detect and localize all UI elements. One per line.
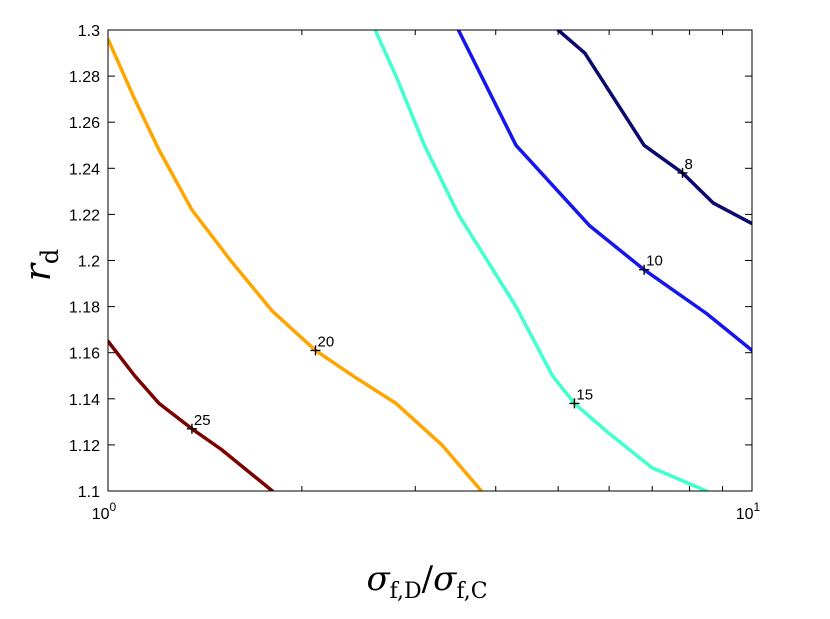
contour-marker-8: [677, 167, 688, 178]
series-line-25: [108, 339, 275, 491]
y-axis-label-sub: d: [36, 249, 64, 264]
svg-text:σf,D/σf,C: σf,D/σf,C: [366, 559, 487, 604]
series-line-10: [456, 30, 752, 353]
contour-label-25: 25: [194, 412, 211, 429]
y-tick-label: 1.3: [78, 23, 100, 40]
contour-marker-25: [186, 423, 197, 434]
contour-label-8: 8: [685, 156, 693, 173]
contour-label-15: 15: [576, 386, 593, 403]
y-tick-label: 1.12: [69, 438, 100, 455]
contour-label-20: 20: [318, 333, 335, 350]
series-line-20: [108, 37, 484, 491]
y-tick-label: 1.24: [69, 161, 100, 178]
contour-marker-10: [639, 264, 650, 275]
x-tick-label: 100: [92, 500, 117, 523]
svg-text:rd: rd: [18, 249, 64, 282]
y-tick-label: 1.1: [78, 484, 100, 501]
y-tick-label: 1.28: [69, 69, 100, 86]
x-axis-label: σf,D/σf,C: [366, 559, 487, 604]
contour-marker-20: [310, 345, 321, 356]
x-axis-label-main2: σ: [433, 559, 457, 599]
x-axis-label-slash: /: [422, 559, 434, 599]
x-axis-label-sub2: f,C: [456, 579, 487, 604]
y-tick-label: 1.26: [69, 115, 100, 132]
x-axis-label-main1: σ: [366, 559, 390, 599]
y-axis-label: rd: [18, 249, 64, 282]
plot-area: 1.1 1.12 1.14 1.16 1.18 1.2 1.22 1.24 1.26 1.28 1.…: [69, 23, 761, 523]
y-tick-label: 1.14: [69, 392, 100, 409]
y-axis-label-main: r: [18, 262, 59, 281]
y-tick-label: 1.2: [78, 254, 100, 271]
contour-label-10: 10: [646, 253, 663, 270]
y-tick-label: 1.16: [69, 346, 100, 363]
series-lines: [108, 30, 752, 491]
x-axis-label-sub1: f,D: [390, 579, 422, 604]
y-tick-label: 1.18: [69, 300, 100, 317]
contour-marker-15: [569, 398, 580, 409]
y-tick-label: 1.22: [69, 207, 100, 224]
series-line-8: [556, 30, 752, 226]
x-tick-label: 101: [736, 500, 761, 523]
series-line-15: [373, 30, 709, 491]
